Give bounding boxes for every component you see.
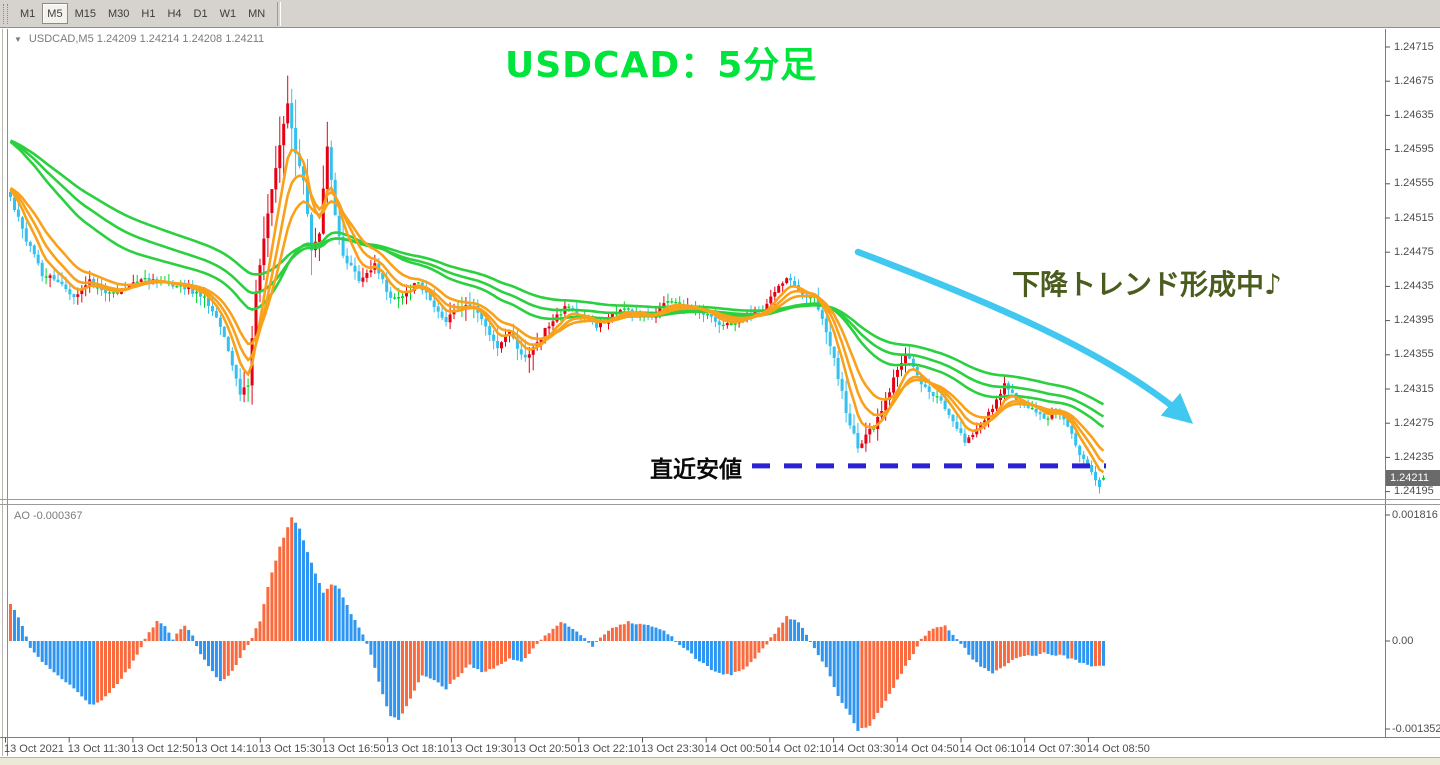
price-axis-label: 1.24395 <box>1394 314 1434 327</box>
price-axis-label: 1.24715 <box>1394 40 1434 53</box>
price-axis-label: 1.24235 <box>1394 450 1434 463</box>
price-axis-label: 1.24355 <box>1394 348 1434 361</box>
time-axis-label: 13 Oct 18:10 <box>386 743 450 755</box>
time-axis-label: 13 Oct 14:10 <box>195 743 259 755</box>
price-axis-label: 1.24275 <box>1394 416 1434 429</box>
chart-title-note: USDCAD：5分足 <box>505 45 818 86</box>
timeframe-button-m15[interactable]: M15 <box>74 7 96 20</box>
ao-axis-label: 0.00 <box>1392 634 1414 647</box>
window-bottom-edge <box>0 757 1440 765</box>
time-axis-label: 14 Oct 00:50 <box>704 743 768 755</box>
chart-chrome <box>0 29 1440 756</box>
price-axis-label: 1.24635 <box>1394 108 1434 121</box>
time-axis-label: 14 Oct 07:30 <box>1023 743 1087 755</box>
downtrend-note: 下降トレンド形成中♪ <box>1012 268 1282 301</box>
timeframe-button-w1[interactable]: W1 <box>219 7 237 20</box>
price-axis-label: 1.24475 <box>1394 245 1434 258</box>
timeframe-button-m30[interactable]: M30 <box>107 7 130 20</box>
toolbar-separator <box>277 1 282 26</box>
ma-fast-lines <box>9 148 1105 474</box>
time-axis[interactable]: 13 Oct 2021 13 Oct 11:30 13 Oct 12:50 13 Oc… <box>0 738 1440 757</box>
timeframe-toolbar: M1 M5 M15 M30 H1 H4 D1 W1 MN <box>0 0 1440 28</box>
ao-axis-label: 0.001816 <box>1392 508 1438 521</box>
time-axis-label: 14 Oct 03:30 <box>832 743 896 755</box>
timeframe-button-h4[interactable]: H4 <box>167 7 182 20</box>
timeframe-button-m1[interactable]: M1 <box>20 7 36 20</box>
time-axis-label: 13 Oct 19:30 <box>449 743 513 755</box>
recent-low-label: 直近安値 <box>650 457 742 483</box>
time-axis-label: 13 Oct 11:30 <box>67 743 130 755</box>
ao-histogram <box>9 517 1105 731</box>
timeframe-button-m5[interactable]: M5 <box>42 3 68 24</box>
timeframe-button-d1[interactable]: D1 <box>193 7 208 20</box>
price-axis-label: 1.24195 <box>1394 485 1434 498</box>
ma-slow-lines <box>9 139 1105 429</box>
time-axis-label: 13 Oct 15:30 <box>258 743 322 755</box>
price-axis-label: 1.24315 <box>1394 382 1434 395</box>
time-axis-label: 13 Oct 22:10 <box>577 743 641 755</box>
time-axis-label: 13 Oct 12:50 <box>131 743 195 755</box>
time-axis-label: 13 Oct 2021 <box>4 743 64 755</box>
time-axis-label: 14 Oct 08:50 <box>1086 743 1150 755</box>
toolbar-grip-handle[interactable] <box>3 3 8 24</box>
timeframe-button-mn[interactable]: MN <box>248 7 266 20</box>
time-axis-label: 13 Oct 20:50 <box>513 743 577 755</box>
symbol-dropdown-icon: ▼ <box>14 34 22 44</box>
trend-arrow <box>854 248 1194 424</box>
symbol-ohlc-text: USDCAD,M5 1.24209 1.24214 1.24208 1.2421… <box>28 33 265 45</box>
price-axis-label: 1.24515 <box>1394 211 1434 224</box>
ao-indicator-label: AO -0.000367 <box>14 510 83 522</box>
time-axis-label: 13 Oct 23:30 <box>641 743 704 755</box>
price-axis-label: 1.24595 <box>1394 143 1434 156</box>
time-axis-label: 14 Oct 04:50 <box>895 743 959 755</box>
current-price-badge: 1.24211 <box>1386 469 1440 486</box>
symbol-ohlc-label: ▼ USDCAD,M5 1.24209 1.24214 1.24208 1.24… <box>14 33 264 45</box>
timeframe-button-h1[interactable]: H1 <box>141 7 156 20</box>
time-axis-label: 14 Oct 02:10 <box>768 743 832 755</box>
price-axis-label: 1.24555 <box>1394 177 1434 190</box>
time-axis-label: 14 Oct 06:10 <box>959 743 1023 755</box>
time-axis-label: 13 Oct 16:50 <box>322 743 386 755</box>
ao-axis-label: -0.001352 <box>1392 722 1440 735</box>
price-axis-label: 1.24675 <box>1394 74 1434 87</box>
price-axis[interactable]: 1.24715 1.24675 1.24635 1.24595 1.24555 1.245… <box>1386 29 1440 737</box>
price-axis-label: 1.24435 <box>1394 279 1434 292</box>
